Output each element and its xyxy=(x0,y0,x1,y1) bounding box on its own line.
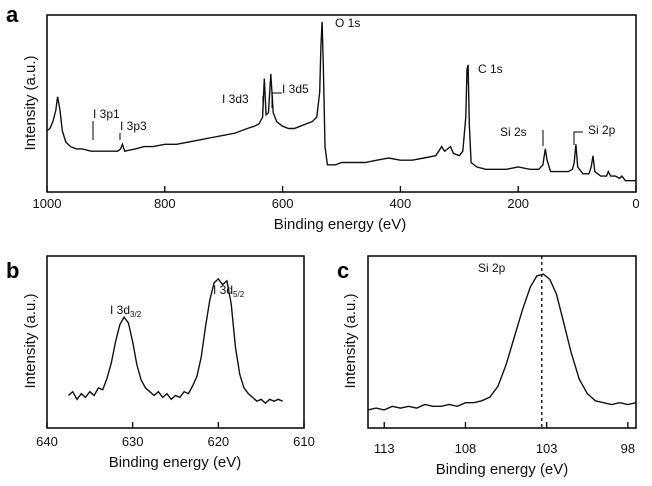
panel-c-tick-label: 98 xyxy=(621,441,635,456)
panel-a-tick-label: 200 xyxy=(507,196,529,211)
panel-a-ylabel: Intensity (a.u.) xyxy=(22,55,39,150)
peak-label: I 3d3 xyxy=(222,92,249,106)
panel-c-ylabel: Intensity (a.u.) xyxy=(342,293,359,388)
panel-c-letter: c xyxy=(337,258,349,283)
peak-label: Si 2p xyxy=(478,261,506,275)
peak-label: Si 2p xyxy=(588,123,616,137)
panel-b-tick-label: 620 xyxy=(207,434,229,449)
peak-label-leader xyxy=(271,92,282,108)
peak-label-leader xyxy=(573,131,583,145)
panel-c-tick-label: 113 xyxy=(374,441,395,456)
panel-c-annotations: Si 2p xyxy=(478,261,506,275)
peak-label: I 3d5 xyxy=(282,82,309,96)
panel-a-frame xyxy=(46,14,637,193)
panel-b: b Binding energy (eV) Intensity (a.u.) 6… xyxy=(6,255,315,471)
panel-b-ylabel: Intensity (a.u.) xyxy=(22,293,39,388)
panel-a-tick-label: 800 xyxy=(154,196,176,211)
panel-b-annotations: I 3d3/2 I 3d5/2 xyxy=(110,283,245,319)
peak-label: I 3d3/2 xyxy=(110,303,142,319)
panel-b-letter: b xyxy=(6,258,19,283)
panel-a-spectrum-line xyxy=(46,21,636,182)
panel-a-tick-label: 1000 xyxy=(33,196,62,211)
panel-a-tick-label: 0 xyxy=(632,196,639,211)
panel-c-ticks: 113 108 103 98 xyxy=(374,422,635,456)
panel-c-xlabel: Binding energy (eV) xyxy=(436,461,569,478)
peak-label: C 1s xyxy=(478,62,503,76)
panel-b-ticks: 640 630 620 610 xyxy=(36,422,315,449)
panel-b-xlabel: Binding energy (eV) xyxy=(109,454,242,471)
panel-a: a Binding energy (eV) Intensity (a.u.) 1… xyxy=(6,2,640,233)
panel-a-xlabel: Binding energy (eV) xyxy=(274,216,407,233)
panel-a-ticks: 1000 800 600 400 200 0 xyxy=(33,186,640,211)
peak-label: I 3d5/2 xyxy=(213,283,245,299)
panel-b-spectrum-line xyxy=(67,277,283,405)
panel-c-tick-label: 103 xyxy=(536,441,558,456)
peak-label: I 3p1 xyxy=(93,107,120,121)
panel-b-tick-label: 640 xyxy=(36,434,58,449)
panel-b-tick-label: 610 xyxy=(293,434,315,449)
panel-a-tick-label: 600 xyxy=(272,196,294,211)
panel-c: c Binding energy (eV) Intensity (a.u.) 1… xyxy=(337,255,637,478)
panel-c-frame xyxy=(367,255,637,429)
peak-label: I 3p3 xyxy=(120,119,147,133)
panel-a-tick-label: 400 xyxy=(390,196,412,211)
panel-b-tick-label: 630 xyxy=(122,434,144,449)
panel-a-letter: a xyxy=(6,2,19,27)
peak-label: O 1s xyxy=(335,16,360,30)
panel-c-spectrum-line xyxy=(367,273,637,411)
panel-b-frame xyxy=(46,255,305,429)
peak-label: Si 2s xyxy=(500,125,527,139)
panel-c-tick-label: 108 xyxy=(455,441,477,456)
